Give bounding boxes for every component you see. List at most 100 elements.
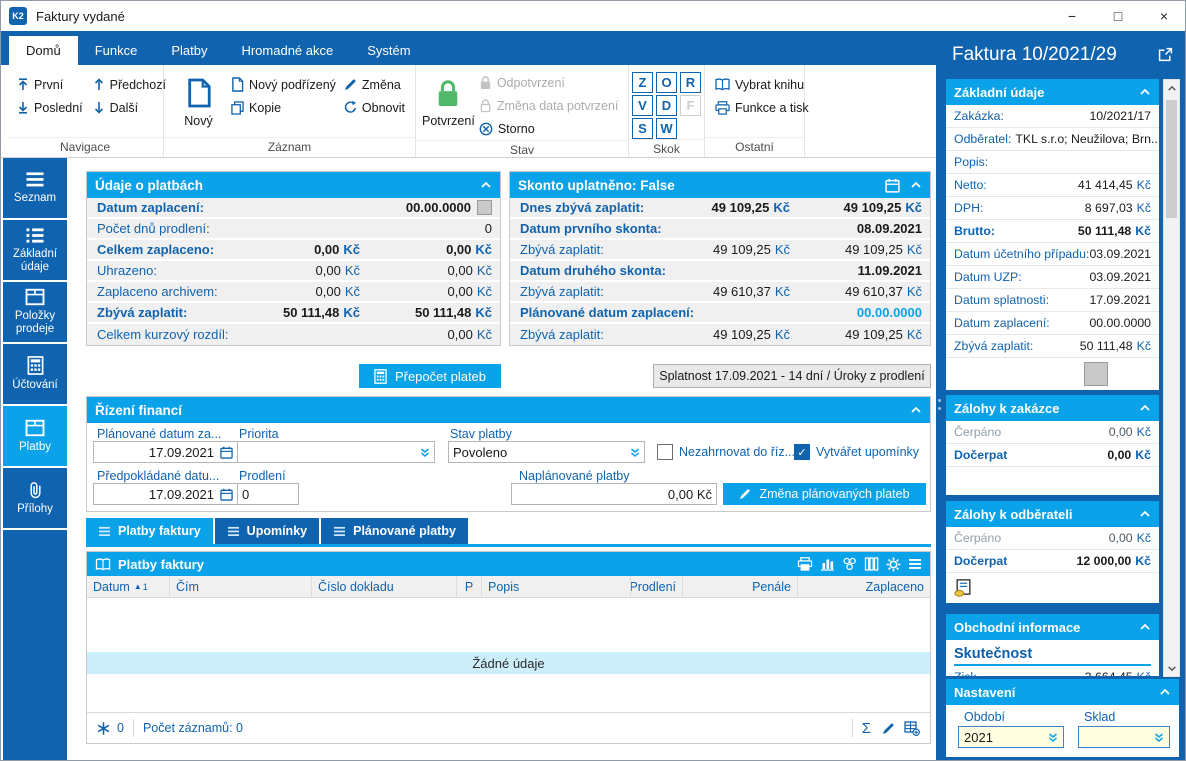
jump-z-button[interactable]: Z [632,72,653,93]
menu-icon[interactable] [908,558,922,570]
jump-v-button[interactable]: V [632,95,653,116]
first-button[interactable]: První [13,73,87,96]
checkbox-icon [657,444,673,460]
gear-icon[interactable] [886,557,901,572]
confirm-button[interactable]: Potvrzení [422,69,475,140]
column-p[interactable]: P [457,576,482,597]
chevron-up-icon[interactable] [1139,404,1151,412]
new-child-icon [231,77,244,92]
sidebar-item-polozky-prodeje[interactable]: Položky prodeje [3,282,67,344]
sidebar-item-prilohy[interactable]: Přílohy [3,468,67,530]
tab-system[interactable]: Systém [367,43,411,58]
tab-domu[interactable]: Domů [9,36,78,65]
chevron-up-icon[interactable] [480,181,492,189]
column-prodleni[interactable]: Prodlení [631,576,683,597]
sum-icon[interactable]: Σ [861,719,871,737]
next-button[interactable]: Další [89,96,170,119]
jump-f-button[interactable]: F [680,95,701,116]
sidebar-item-zakladni-udaje[interactable]: Základní údaje [3,220,67,282]
last-button[interactable]: Poslední [13,96,87,119]
change-button[interactable]: Změna [340,73,409,96]
change-planned-payments-button[interactable]: Změna plánovaných plateb [723,483,926,505]
select-book-button[interactable]: Vybrat knihu [711,73,813,96]
stock-dropdown[interactable] [1078,726,1170,748]
exclude-checkbox[interactable]: Nezahrnovat do říz... [657,444,795,460]
tab-platby[interactable]: Platby [171,43,208,58]
dropdown-icon [1048,732,1058,743]
priority-dropdown[interactable] [237,441,435,463]
maximize-button[interactable]: □ [1113,8,1123,24]
minimize-button[interactable]: − [1067,8,1077,24]
scroll-up-icon[interactable] [1164,80,1179,96]
period-dropdown[interactable]: 2021 [958,726,1064,748]
detail-title: Faktura 10/2021/29 [952,44,1117,65]
refresh-button[interactable]: Obnovit [340,96,409,119]
chevron-up-icon[interactable] [910,181,922,189]
previous-button[interactable]: Předchozí [89,73,170,96]
tab-platby-faktury[interactable]: Platby faktury [86,518,213,544]
chevron-up-icon[interactable] [910,406,922,414]
column-popis[interactable]: Popis [482,576,631,597]
frozen-rows-icon[interactable] [97,722,110,735]
dropdown-icon [1154,732,1164,743]
copy-button[interactable]: Kopie [227,96,340,119]
payment-state-dropdown[interactable]: Povoleno [448,441,645,463]
tab-upominky[interactable]: Upomínky [214,518,320,544]
add-table-icon[interactable] [904,721,920,736]
pencil-icon[interactable] [882,722,895,735]
advance-document-icon[interactable] [954,579,973,597]
group-icon[interactable] [842,557,857,571]
planned-date-field[interactable]: 17.09.2021 [93,441,238,463]
splitter-handle[interactable] [938,399,942,410]
jump-o-button[interactable]: O [656,72,677,93]
reminders-checkbox[interactable]: ✓ Vytvářet upomínky [794,444,919,460]
external-link-icon[interactable] [1158,47,1173,62]
recalc-payments-button[interactable]: Přepočet plateb [359,364,501,388]
scroll-down-icon[interactable] [1164,660,1179,676]
row-pocet-dnu: Počet dnů prodlení: 0 [87,219,500,240]
date-picker-button[interactable] [477,200,492,215]
column-datum[interactable]: Datum ▲ 1 [87,576,170,597]
scrollbar-thumb[interactable] [1166,100,1177,218]
chevron-up-icon[interactable] [1159,688,1171,696]
column-zaplaceno[interactable]: Zaplaceno [865,579,924,594]
jump-r-button[interactable]: R [680,72,701,93]
column-cim[interactable]: Čím [170,576,312,597]
new-child-button[interactable]: Nový podřízený [227,73,340,96]
due-date-button[interactable]: Splatnost 17.09.2021 - 14 dní / Úroky z … [653,364,931,388]
chevron-up-icon[interactable] [1139,510,1151,518]
detail-action-button[interactable] [1084,362,1108,386]
unconfirm-button[interactable]: Odpotvrzení [475,71,623,94]
planned-payments-field[interactable]: 0,00 Kč [511,483,717,505]
new-button[interactable]: Nový [170,69,227,137]
sidebar-item-seznam[interactable]: Seznam [3,158,67,220]
tab-planovane-platby[interactable]: Plánované platby [321,518,468,544]
chevron-up-icon[interactable] [1139,623,1151,631]
detail-row: Zakázka: 10/2021/17 [946,105,1159,128]
change-confirm-date-button[interactable]: Změna data potvrzení [475,94,623,117]
chart-icon[interactable] [820,557,835,571]
detail-scrollbar[interactable] [1163,79,1180,677]
jump-d-button[interactable]: D [656,95,677,116]
calendar-icon[interactable] [885,178,900,193]
columns-icon[interactable] [864,557,879,571]
printer-icon[interactable] [797,557,813,571]
delay-field[interactable]: 0 [237,483,299,505]
section-header: Zálohy k zakázce [946,395,1159,421]
storno-button[interactable]: Storno [475,117,623,140]
jump-s-button[interactable]: S [632,118,653,139]
sidebar-item-platby[interactable]: Platby [3,406,67,468]
column-penale[interactable]: Penále [683,576,798,597]
tab-funkce[interactable]: Funkce [94,43,138,58]
group-ostatni: Vybrat knihu Funkce a tisk Ostatní [705,65,809,157]
sidebar-item-uctovani[interactable]: Účtování [3,344,67,406]
chevron-up-icon[interactable] [1139,88,1151,96]
functions-print-button[interactable]: Funkce a tisk [711,96,813,119]
package-icon [25,419,45,437]
jump-w-button[interactable]: W [656,118,677,139]
tab-hromadne-akce[interactable]: Hromadné akce [241,43,334,58]
close-button[interactable]: × [1159,8,1169,24]
column-cislo-dokladu[interactable]: Číslo dokladu [312,576,457,597]
arrow-down-icon [93,101,105,114]
expected-date-field[interactable]: 17.09.2021 [93,483,238,505]
